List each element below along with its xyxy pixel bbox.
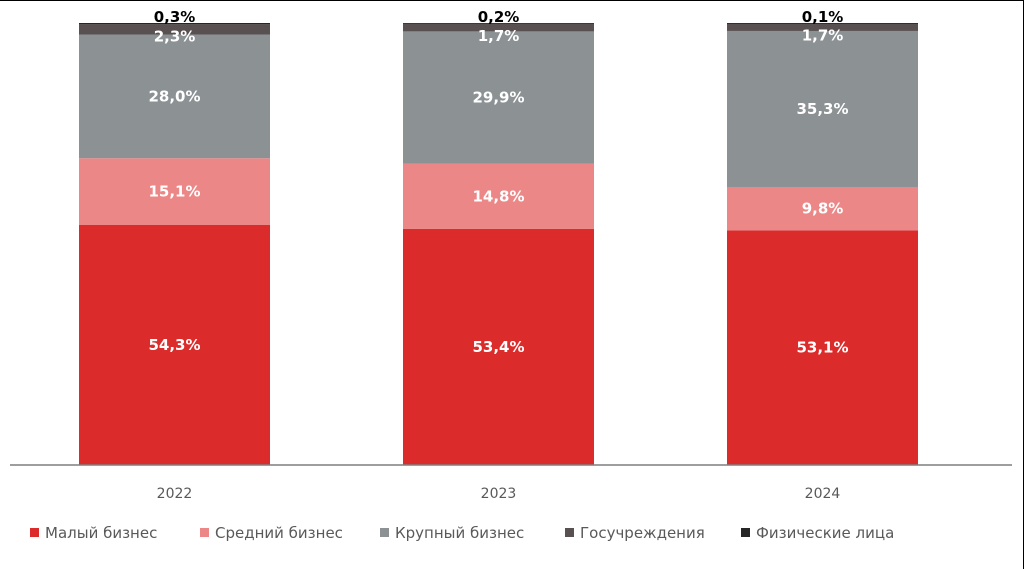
- legend-swatch: [200, 528, 209, 537]
- bar-segment: [79, 24, 270, 35]
- x-tick-label: 2022: [157, 486, 193, 502]
- bar-segment: [727, 23, 918, 24]
- bar-segment: [727, 230, 918, 465]
- data-label: 35,3%: [796, 100, 848, 118]
- bar-segment: [403, 31, 594, 164]
- legend-swatch: [565, 528, 574, 537]
- data-label: 14,8%: [472, 187, 524, 205]
- top-frame-line: [0, 0, 1024, 1]
- legend-swatch: [30, 528, 39, 537]
- bar-segment: [727, 23, 918, 31]
- bar-segment: [403, 228, 594, 465]
- legend-swatch: [380, 528, 389, 537]
- x-tick-labels: 2022 2023 2024: [157, 486, 841, 502]
- legend-label: Физические лица: [756, 524, 894, 542]
- legend: Малый бизнес Средний бизнес Крупный бизнес…: [30, 524, 894, 542]
- bar-segment: [79, 158, 270, 225]
- x-tick-label: 2023: [481, 486, 517, 502]
- bar-segment: [79, 224, 270, 465]
- data-label: 29,9%: [472, 88, 524, 106]
- data-label: 28,0%: [148, 87, 200, 105]
- data-label: 53,4%: [472, 338, 524, 356]
- data-label: 54,3%: [148, 336, 200, 354]
- bar-segment: [403, 163, 594, 229]
- data-labels-layer: 54,3% 15,1% 28,0% 2,3%0,3% 53,4% 14,8% 29,9% 1,…: [148, 8, 848, 357]
- data-label: 53,1%: [796, 339, 848, 357]
- legend-label: Крупный бизнес: [395, 524, 524, 542]
- legend-label: Госучреждения: [580, 524, 705, 542]
- bar-segment: [79, 23, 270, 25]
- bar-segment: [403, 23, 594, 24]
- data-label: 2,3%: [154, 27, 196, 45]
- bars-layer: [79, 23, 918, 465]
- data-label: 0,1%: [802, 8, 844, 26]
- bar-segment: [727, 186, 918, 231]
- data-label: 15,1%: [148, 183, 200, 201]
- legend-label: Малый бизнес: [45, 524, 157, 542]
- data-label: 0,2%: [478, 8, 520, 26]
- data-label: 9,8%: [802, 200, 844, 218]
- bar-segment: [727, 30, 918, 187]
- data-label: 0,3%: [154, 8, 196, 26]
- legend-label: Средний бизнес: [215, 524, 343, 542]
- data-label: 1,7%: [802, 26, 844, 44]
- x-tick-label: 2024: [805, 486, 841, 502]
- bar-segment: [79, 34, 270, 159]
- legend-swatch: [741, 528, 750, 537]
- data-label: 1,7%: [478, 27, 520, 45]
- bar-segment: [403, 23, 594, 32]
